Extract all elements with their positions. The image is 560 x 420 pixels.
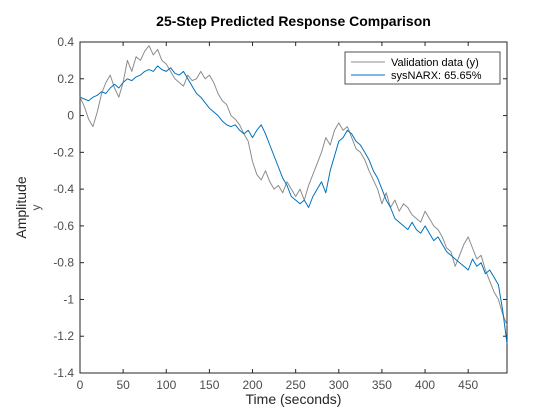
x-tick-label: 300 [329,378,349,392]
series-line-1 [79,45,508,326]
x-tick-label: 400 [415,378,435,392]
y-tick-label: 0.2 [57,72,74,86]
x-tick-label: 200 [243,378,263,392]
x-tick-label: 250 [286,378,306,392]
legend-label-2: sysNARX: 65.65% [391,70,482,82]
y-axis: -1.4 -1.2 -1 -0.8 -0.6 -0.4 -0.2 0 0.2 0.4 [53,35,507,380]
legend: Validation data (y)sysNARX: 65.65% [344,51,501,85]
y-axis-label: Amplitude [13,176,29,238]
y-tick-label: 0 [67,109,74,123]
chart-title: 25-Step Predicted Response Comparison [156,13,431,29]
x-axis-label: Time (seconds) [246,391,342,407]
x-axis: 0 50 100 150 200 250 300 350 400 450 [77,42,479,392]
x-tick-label: 450 [458,378,478,392]
y-tick-label: -1.4 [53,366,74,380]
x-tick-label: 350 [372,378,392,392]
y-tick-label: 0.4 [57,35,74,49]
series-layer [79,45,508,344]
legend-box [344,51,501,85]
x-tick-label: 0 [77,378,84,392]
y-tick-label: -0.2 [53,145,74,159]
series-line-2 [79,65,508,344]
y-tick-label: -0.4 [53,182,74,196]
y-axis-sublabel: y [29,205,43,211]
x-tick-label: 50 [116,378,130,392]
x-tick-label: 150 [199,378,219,392]
y-tick-label: -0.8 [53,256,74,270]
legend-label-1: Validation data (y) [391,57,479,69]
axes-box [79,41,508,374]
plot-area [79,41,508,374]
y-tick-label: -1.2 [53,329,74,343]
y-tick-label: -0.6 [53,219,74,233]
x-tick-label: 100 [156,378,176,392]
y-tick-label: -1 [63,292,74,306]
